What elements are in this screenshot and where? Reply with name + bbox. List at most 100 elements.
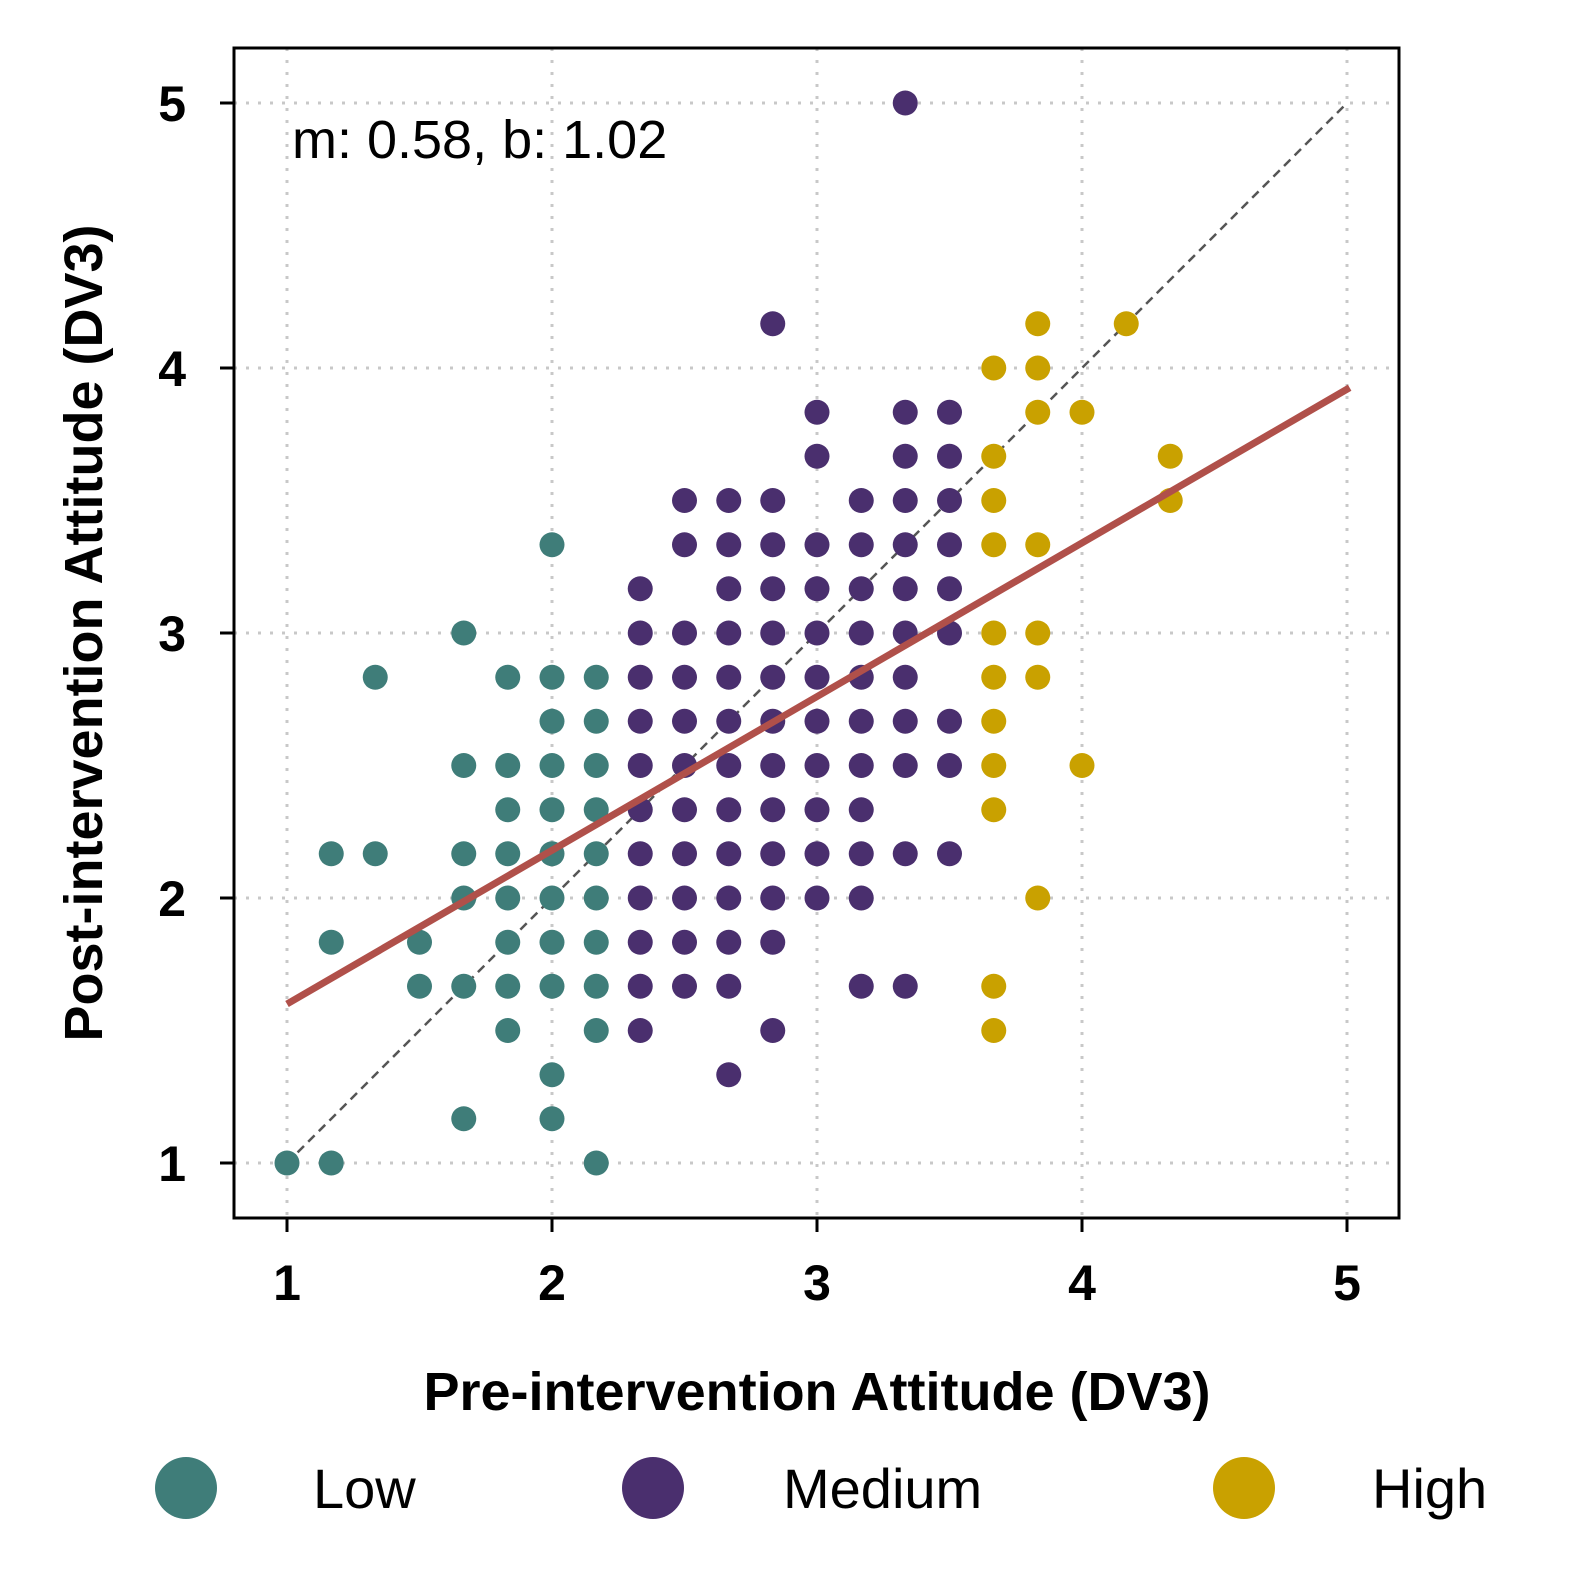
data-point-medium <box>760 929 786 955</box>
data-point-medium <box>716 797 742 823</box>
data-point-medium <box>760 797 786 823</box>
legend-label-low: Low <box>313 1457 416 1520</box>
data-point-medium <box>760 753 786 778</box>
data-point-medium <box>848 841 874 867</box>
x-tick-label: 4 <box>1068 1255 1096 1311</box>
data-point-low <box>318 929 344 955</box>
data-point-high <box>1025 532 1051 558</box>
data-point-medium <box>892 443 918 469</box>
data-point-low <box>318 841 344 867</box>
data-point-medium <box>672 929 697 955</box>
data-point-medium <box>716 885 742 911</box>
data-point-medium <box>804 885 830 911</box>
reference-lines <box>286 102 1348 1164</box>
legend: Low Medium High <box>155 1457 1487 1520</box>
data-point-medium <box>848 797 874 823</box>
data-point-medium <box>892 90 918 116</box>
data-point-low <box>583 841 609 867</box>
data-point-high <box>1069 753 1095 778</box>
data-point-high <box>981 708 1007 734</box>
data-point-medium <box>716 488 742 513</box>
data-point-medium <box>627 620 653 646</box>
data-point-medium <box>804 399 830 425</box>
y-tick-label: 2 <box>158 871 186 927</box>
data-point-high <box>981 664 1007 690</box>
regression-annotation: m: 0.58, b: 1.02 <box>292 110 667 170</box>
data-point-low <box>539 532 565 558</box>
data-point-medium <box>627 885 653 911</box>
y-tick-label: 4 <box>158 341 186 397</box>
data-point-low <box>495 664 521 690</box>
data-point-medium <box>760 1018 786 1043</box>
data-point-low <box>583 929 609 955</box>
data-point-medium <box>892 664 918 690</box>
data-point-low <box>539 708 565 734</box>
data-point-medium <box>672 620 697 646</box>
legend-label-high: High <box>1372 1457 1487 1520</box>
data-point-low <box>539 885 565 911</box>
data-point-medium <box>892 753 918 778</box>
x-tick-label: 1 <box>273 1255 301 1311</box>
data-point-medium <box>627 929 653 955</box>
data-point-medium <box>672 885 697 911</box>
data-point-low <box>407 929 432 955</box>
data-point-low <box>495 753 521 778</box>
data-point-medium <box>848 532 874 558</box>
data-point-high <box>981 1018 1007 1043</box>
data-point-medium <box>716 708 742 734</box>
data-point-high <box>981 532 1007 558</box>
data-point-medium <box>627 841 653 867</box>
legend-item-high: High <box>1213 1457 1487 1520</box>
data-point-medium <box>892 841 918 867</box>
data-point-medium <box>627 708 653 734</box>
data-point-medium <box>627 1018 653 1043</box>
regression-line <box>285 384 1352 1008</box>
points-layer <box>274 90 1183 1176</box>
data-point-high <box>1025 355 1051 381</box>
data-point-low <box>495 973 521 999</box>
data-point-low <box>495 841 521 867</box>
series-high <box>981 311 1183 1043</box>
data-point-high <box>1025 664 1051 690</box>
y-tick-label: 3 <box>158 606 186 662</box>
data-point-high <box>981 488 1007 513</box>
data-point-low <box>451 620 477 646</box>
legend-item-low: Low <box>155 1457 416 1520</box>
ticks-layer: 1 2 3 4 5 1 2 3 4 5 <box>158 76 1361 1311</box>
data-point-low <box>495 929 521 955</box>
data-point-medium <box>892 973 918 999</box>
data-point-medium <box>716 973 742 999</box>
data-point-high <box>981 620 1007 646</box>
data-point-high <box>981 355 1007 381</box>
data-point-medium <box>937 532 962 558</box>
data-point-low <box>451 753 477 778</box>
data-point-medium <box>804 708 830 734</box>
x-tick-label: 2 <box>538 1255 566 1311</box>
data-point-medium <box>804 443 830 469</box>
data-point-medium <box>716 620 742 646</box>
data-point-medium <box>760 311 786 337</box>
legend-marker-medium <box>622 1457 684 1519</box>
data-point-high <box>1025 399 1051 425</box>
data-point-low <box>583 885 609 911</box>
data-point-low <box>539 797 565 823</box>
data-point-medium <box>804 576 830 602</box>
data-point-medium <box>672 488 697 513</box>
data-point-medium <box>937 488 962 513</box>
data-point-medium <box>716 841 742 867</box>
data-point-medium <box>716 929 742 955</box>
data-point-medium <box>937 753 962 778</box>
data-point-medium <box>627 973 653 999</box>
data-point-low <box>539 1106 565 1132</box>
data-point-medium <box>848 576 874 602</box>
data-point-high <box>981 443 1007 469</box>
data-point-high <box>981 753 1007 778</box>
data-point-medium <box>848 885 874 911</box>
data-point-medium <box>937 576 962 602</box>
data-point-medium <box>760 664 786 690</box>
data-point-medium <box>627 664 653 690</box>
fit-layer <box>285 384 1352 1008</box>
data-point-medium <box>760 576 786 602</box>
data-point-low <box>539 753 565 778</box>
data-point-low <box>495 885 521 911</box>
